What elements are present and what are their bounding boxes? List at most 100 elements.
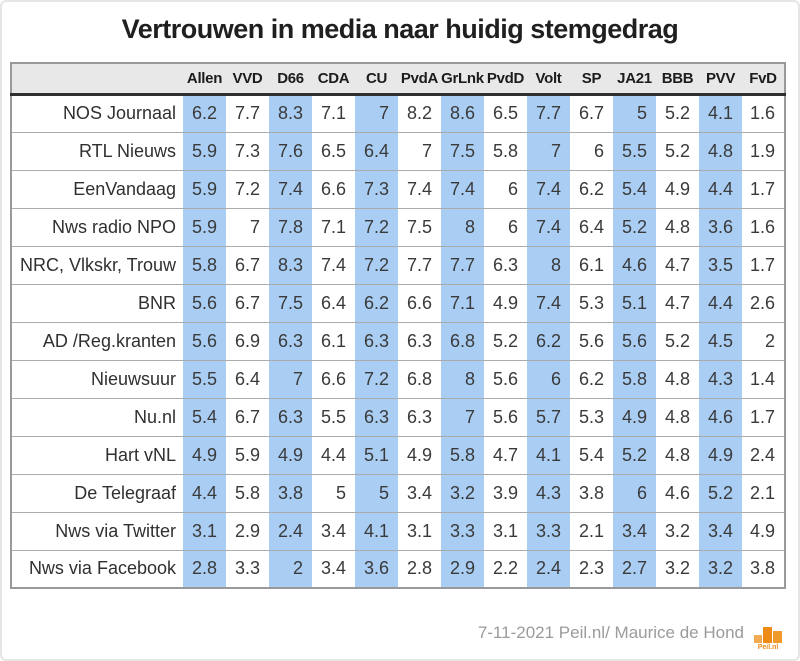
table-cell: 7.7: [441, 245, 484, 284]
table-row: NOS Journaal 6.2 7.7 8.3 7.1 7 8.2 8.6 6.5 7.7 6.7…: [11, 94, 785, 132]
table-cell: 4.5: [699, 321, 742, 360]
table-cell: 4.7: [484, 435, 527, 474]
table-cell: 8.3: [269, 245, 312, 284]
table-cell: 3.4: [613, 511, 656, 550]
table-cell: 7.5: [269, 283, 312, 322]
table-cell: 6.7: [578, 103, 604, 123]
table-cell: 6: [484, 169, 527, 208]
row-label: NOS Journaal: [62, 103, 176, 123]
table-cell: 5.4: [613, 169, 656, 208]
table-cell: 2.4: [269, 511, 312, 550]
row-label: Nws radio NPO: [11, 207, 183, 246]
table-row: EenVandaag 5.9 7.2 7.4 6.6 7.3 7.4 7.4 6 7.4 6.2 5.…: [11, 169, 785, 208]
table-cell: 7: [398, 131, 441, 170]
table-cell: 5.6: [183, 321, 226, 360]
table-cell: 5: [312, 473, 355, 512]
table-cell: 5.8: [613, 359, 656, 398]
table-cell: 5.2: [656, 131, 699, 170]
table-cell: 5.8: [441, 435, 484, 474]
table-cell: 5.1: [613, 283, 656, 322]
table-cell: 3.4: [398, 473, 441, 512]
table-row: Nws via Facebook 2.8 3.3 2 3.4 3.6 2.8 2.9 2.2 2.…: [11, 549, 785, 588]
row-label: Nws via Facebook: [11, 549, 183, 588]
table-cell: 2.9: [226, 511, 269, 550]
peil-logo: Peil.nl: [750, 626, 786, 651]
table-cell: 2.7: [613, 549, 656, 588]
table-cell: 7.8: [269, 207, 312, 246]
table-cell: 4.7: [656, 245, 699, 284]
row-label: Nu.nl: [11, 397, 183, 436]
table-cell: 7: [441, 397, 484, 436]
table-cell: 7.7: [234, 103, 260, 123]
table-cell: 7.2: [355, 245, 398, 284]
table-row: Nu.nl 5.4 6.7 6.3 5.5 6.3 6.3 7 5.6 5.7 5.3 4.9 4.8 4…: [11, 397, 785, 436]
table-cell: 5.5: [312, 397, 355, 436]
table-cell: 7.4: [527, 283, 570, 322]
table-cell: 4.6: [656, 473, 699, 512]
table-cell: 6.2: [527, 321, 570, 360]
table-cell: 7.1: [441, 283, 484, 322]
table-cell: 1.4: [742, 359, 785, 398]
column-header-vvd: VVD: [226, 63, 269, 96]
table-cell: 6.3: [269, 321, 312, 360]
column-header-ja21: JA21: [613, 63, 656, 96]
table-cell: 6: [570, 131, 613, 170]
table-cell: 7.4: [527, 207, 570, 246]
table-cell: 5.8: [484, 131, 527, 170]
column-header-pvda: PvdA: [398, 63, 441, 96]
table-cell: 6.2: [570, 169, 613, 208]
table-cell: 8.6: [441, 94, 484, 132]
table-cell: 1.6: [742, 207, 785, 246]
table-cell: 4.9: [742, 511, 785, 550]
table-cell: 6.7: [226, 397, 269, 436]
table-cell: 4.8: [656, 359, 699, 398]
table-cell: 2.2: [484, 549, 527, 588]
table-cell: 5.5: [183, 359, 226, 398]
table-cell: 3.6: [699, 207, 742, 246]
table-cell: 8: [441, 359, 484, 398]
table-cell: 3.1: [398, 511, 441, 550]
column-header-d66: D66: [269, 63, 312, 96]
column-header-pvdd: PvdD: [484, 63, 527, 96]
table-cell: 5.6: [484, 359, 527, 398]
table-cell: 2.1: [742, 473, 785, 512]
table-cell: 1.7: [742, 169, 785, 208]
table-cell: 4.9: [398, 435, 441, 474]
table-cell: 7.5: [441, 131, 484, 170]
table-cell: 3.4: [312, 549, 355, 588]
table-cell: 7: [355, 94, 398, 132]
table-cell: 2.9: [441, 549, 484, 588]
table-cell: 4.9: [699, 435, 742, 474]
table-cell: 3.5: [699, 245, 742, 284]
table-cell: 3.3: [527, 511, 570, 550]
table-cell: 4.7: [656, 283, 699, 322]
column-header-fvd: FvD: [742, 63, 785, 96]
row-label: Nieuwsuur: [11, 359, 183, 398]
table-cell: 5.1: [355, 435, 398, 474]
table-cell: 6.4: [312, 283, 355, 322]
table-row: De Telegraaf 4.4 5.8 3.8 5 5 3.4 3.2 3.9 4.3 3.8 6 4…: [11, 473, 785, 512]
table-cell: 4.6: [613, 245, 656, 284]
table-cell: 6.1: [570, 245, 613, 284]
table-cell: 6: [484, 207, 527, 246]
table-cell: 6.7: [226, 245, 269, 284]
table-cell: 3.1: [484, 511, 527, 550]
table-cell: 2.4: [742, 435, 785, 474]
table-cell: 4.9: [183, 435, 226, 474]
table-cell: 5.2: [484, 321, 527, 360]
table-cell: 5.2: [656, 321, 699, 360]
row-label: De Telegraaf: [11, 473, 183, 512]
table-cell: 3.2: [441, 473, 484, 512]
table-cell: 3.6: [355, 549, 398, 588]
table-cell: 5.2: [664, 103, 690, 123]
table-cell: 2: [269, 549, 312, 588]
table-cell: 2.8: [183, 549, 226, 588]
table-cell: 3.1: [183, 511, 226, 550]
table-cell: 7.3: [226, 131, 269, 170]
table-cell: 5.4: [183, 397, 226, 436]
table-cell: 3.8: [742, 549, 785, 588]
table-cell: 4.8: [656, 435, 699, 474]
table-cell: 6.6: [312, 359, 355, 398]
table-cell: 3.2: [699, 549, 742, 588]
table-cell: 5.8: [226, 473, 269, 512]
